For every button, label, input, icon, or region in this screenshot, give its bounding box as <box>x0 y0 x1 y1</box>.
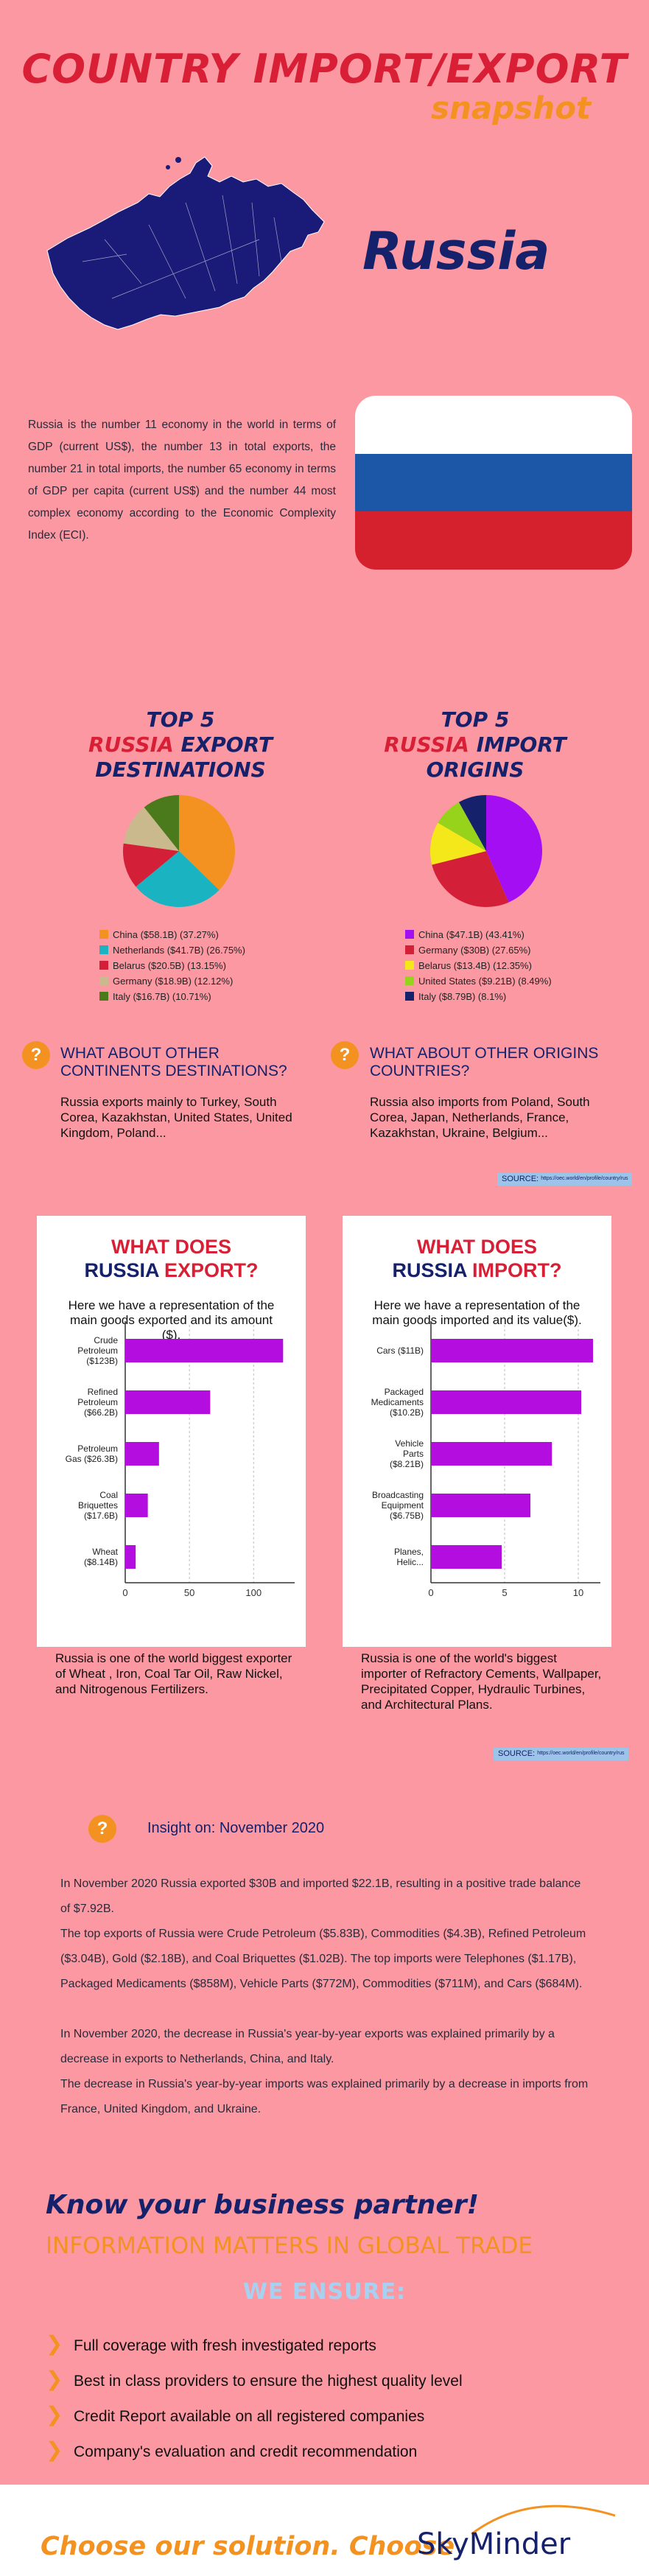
pie-slice <box>486 795 542 903</box>
page-title: COUNTRY IMPORT/EXPORT <box>21 46 628 92</box>
bar <box>125 1339 284 1362</box>
import-note: Russia is one of the world's biggest imp… <box>361 1651 602 1712</box>
know-partner-heading: Know your business partner! <box>46 2190 480 2220</box>
pie-slice <box>458 795 486 851</box>
y-tick-label: Packaged Medicaments ($10.2B) <box>371 1387 424 1418</box>
insight-paragraph: In November 2020 Russia exported $30B an… <box>60 1877 581 1915</box>
export-card-subtitle: Here we have a representation of the mai… <box>68 1298 275 1342</box>
y-tick-label: Coal Briquettes ($17.6B) <box>78 1490 118 1521</box>
bar <box>125 1390 211 1414</box>
y-tick-label: Crude Petroleum ($123B) <box>77 1335 118 1366</box>
info-matters-heading: INFORMATION MATTERS IN GLOBAL TRADE <box>46 2233 533 2259</box>
import-answer: Russia also imports from Poland, South C… <box>370 1095 590 1140</box>
legend-item: China ($47.1B) (43.41%) <box>405 927 552 942</box>
insight-paragraph: In November 2020, the decrease in Russia… <box>60 2028 555 2065</box>
intro-text: Russia is the number 11 economy in the w… <box>28 419 336 542</box>
legend-item: Belarus ($20.5B) (13.15%) <box>99 958 245 973</box>
russia-flag-icon <box>355 396 632 570</box>
pie-slice <box>136 851 220 907</box>
legend-item: Italy ($8.79B) (8.1%) <box>405 989 552 1004</box>
export-pie-chart <box>123 795 235 907</box>
export-legend: China ($58.1B) (37.27%) Netherlands ($41… <box>99 927 245 1004</box>
x-tick-label: 0 <box>428 1587 433 1598</box>
bar <box>125 1442 159 1466</box>
import-card-title: WHAT DOES RUSSIA IMPORT? <box>392 1236 562 1281</box>
chevron-right-icon: ❯ <box>46 2367 63 2391</box>
import-card: WHAT DOES RUSSIA IMPORT? Here we have a … <box>343 1216 611 1647</box>
pie-slice <box>438 802 486 851</box>
bar <box>431 1494 530 1517</box>
pie-slice <box>123 843 179 887</box>
export-card-title: WHAT DOES RUSSIA EXPORT? <box>84 1236 259 1281</box>
question-icon: ? <box>88 1815 116 1843</box>
export-destinations-title: TOP 5 RUSSIA EXPORT DESTINATIONS <box>88 707 273 782</box>
y-tick-label: Wheat ($8.14B) <box>84 1547 119 1567</box>
chevron-right-icon: ❯ <box>46 2437 63 2462</box>
import-origins-title: TOP 5 RUSSIA IMPORT ORIGINS <box>384 707 566 782</box>
list-item: ❯ Company's evaluation and credit recomme… <box>46 2437 418 2462</box>
legend-item: Netherlands ($41.7B) (26.75%) <box>99 942 245 958</box>
y-tick-label: Vehicle Parts ($8.21B) <box>390 1438 424 1469</box>
pie-slice <box>432 851 509 907</box>
bar <box>431 1442 552 1466</box>
question-icon: ? <box>331 1041 359 1069</box>
source-badge[interactable]: SOURCE: https://oec.world/en/profile/cou… <box>497 1173 633 1186</box>
import-pie-chart <box>430 795 542 907</box>
y-tick-label: Planes, Helic... <box>394 1547 424 1567</box>
pie-slice <box>430 822 486 865</box>
question-icon: ? <box>22 1041 50 1069</box>
legend-item: Germany ($30B) (27.65%) <box>405 942 552 958</box>
footer-tagline: Choose our solution. Choose <box>41 2532 455 2561</box>
bar <box>125 1545 136 1569</box>
export-bar-chart: 0 50 100 Crude Petroleum ($123B) Refined Petrol… <box>66 1321 295 1598</box>
y-tick-label: Petroleum Gas ($26.3B) <box>66 1443 118 1464</box>
pie-slice <box>179 795 235 890</box>
x-tick-label: 5 <box>502 1587 507 1598</box>
legend-item: United States ($9.21B) (8.49%) <box>405 973 552 989</box>
y-tick-label: Refined Petroleum ($66.2B) <box>77 1387 118 1418</box>
pie-slice <box>123 807 179 851</box>
import-card-subtitle: Here we have a representation of the mai… <box>372 1298 582 1327</box>
list-item: ❯ Best in class providers to ensure the h… <box>46 2367 463 2391</box>
x-tick-label: 50 <box>184 1587 194 1598</box>
export-question: WHAT ABOUT OTHER CONTINENTS DESTINATIONS… <box>60 1045 287 1079</box>
export-card: WHAT DOES RUSSIA EXPORT? Here we have a … <box>37 1216 306 1647</box>
country-name: Russia <box>362 221 550 281</box>
chevron-right-icon: ❯ <box>46 2402 63 2426</box>
insight-paragraph: The decrease in Russia's year-by-year im… <box>60 2078 589 2115</box>
page-subtitle: snapshot <box>431 90 592 126</box>
insight-paragraph: The top exports of Russia were Crude Pet… <box>60 1928 586 1990</box>
list-item: ❯ Credit Report available on all register… <box>46 2402 425 2426</box>
x-tick-label: 0 <box>122 1587 127 1598</box>
footer: Choose our solution. Choose SkyMinder <box>0 2485 649 2576</box>
skyminder-swoosh-icon <box>471 2505 616 2535</box>
chevron-right-icon: ❯ <box>46 2331 63 2356</box>
x-tick-label: 100 <box>245 1587 262 1598</box>
bar <box>431 1545 502 1569</box>
legend-item: Belarus ($13.4B) (12.35%) <box>405 958 552 973</box>
y-tick-label: Cars ($11B) <box>376 1345 424 1356</box>
insight-title: Insight on: November 2020 <box>147 1820 325 1836</box>
legend-item: Italy ($16.7B) (10.71%) <box>99 989 245 1004</box>
skyminder-logo: SkyMinder <box>417 2527 571 2561</box>
bar <box>431 1339 593 1362</box>
list-item: ❯ Full coverage with fresh investigated r… <box>46 2331 376 2356</box>
export-answer: Russia exports mainly to Turkey, South C… <box>60 1095 292 1140</box>
legend-item: China ($58.1B) (37.27%) <box>99 927 245 942</box>
pie-slice <box>144 795 179 851</box>
bar <box>431 1390 581 1414</box>
y-tick-label: Broadcasting Equipment ($6.75B) <box>372 1490 424 1521</box>
import-bar-chart: 0 5 10 Cars ($11B) Packaged Medicaments ($10.2… <box>371 1321 600 1598</box>
we-ensure-heading: WE ENSURE: <box>242 2279 407 2305</box>
import-legend: China ($47.1B) (43.41%) Germany ($30B) (… <box>405 927 552 1004</box>
export-note: Russia is one of the world biggest expor… <box>55 1651 292 1696</box>
x-tick-label: 10 <box>573 1587 583 1598</box>
insight-body: In November 2020 Russia exported $30B an… <box>60 1872 591 2122</box>
ensure-list: ❯ Full coverage with fresh investigated r… <box>46 2331 463 2462</box>
legend-item: Germany ($18.9B) (12.12%) <box>99 973 245 989</box>
bar <box>125 1494 148 1517</box>
import-question: WHAT ABOUT OTHER ORIGINS COUNTRIES? <box>370 1045 599 1079</box>
source-badge[interactable]: SOURCE: https://oec.world/en/profile/cou… <box>494 1748 629 1760</box>
russia-map-icon <box>46 156 325 330</box>
